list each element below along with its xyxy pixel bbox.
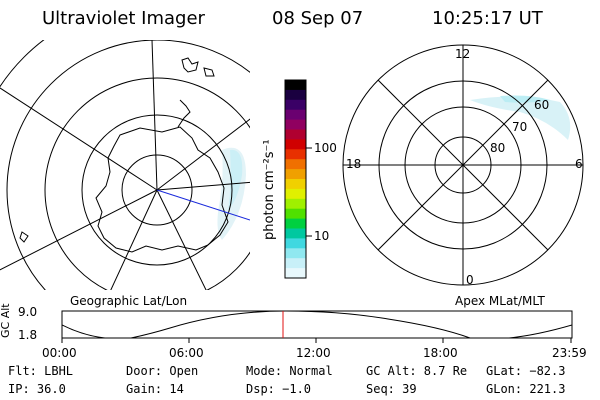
orbit-xtick-0000: 00:00 — [42, 346, 77, 360]
orbit-xtick-0600: 06:00 — [169, 346, 204, 360]
orbit-ylabel: GC Alt — [0, 303, 12, 338]
mlt-label-0: 0 — [466, 273, 474, 287]
colorbar-segment — [285, 228, 306, 239]
colorbar-unit-label: photon cm⁻²s⁻¹ — [262, 139, 277, 240]
colorbar-segment — [285, 208, 306, 220]
colorbar-segment — [285, 179, 306, 190]
apex-panel-label: Apex MLat/MLT — [455, 294, 545, 308]
colorbar-segment — [285, 89, 306, 101]
mlt-label-12: 12 — [455, 47, 471, 61]
gain-info: Gain: 14 — [126, 382, 184, 396]
colorbar-segment — [285, 149, 306, 160]
mlt-label-6: 6 — [575, 157, 583, 171]
geographic-panel-label: Geographic Lat/Lon — [70, 294, 188, 308]
colorbar-segment — [285, 268, 306, 279]
colorbar-segment — [285, 99, 306, 111]
colorbar-tick-10: 10 — [314, 229, 330, 243]
seq-info: Seq: 39 — [366, 382, 417, 396]
mlat-label-70: 70 — [512, 120, 528, 134]
dsp-info: Dsp: −1.0 — [246, 382, 312, 396]
colorbar-segment — [285, 258, 306, 269]
colorbar-segment — [285, 109, 306, 121]
mode-info: Mode: Normal — [246, 364, 333, 378]
orbit-xtick-1200: 12:00 — [296, 346, 331, 360]
mlat-label-80: 80 — [490, 141, 506, 155]
ip-info: IP: 36.0 — [8, 382, 66, 396]
colorbar-segment — [285, 129, 306, 140]
colorbar-segment — [285, 218, 306, 230]
colorbar-segment — [285, 139, 306, 150]
colorbar-segment — [285, 198, 306, 210]
instrument-title: Ultraviolet Imager — [42, 8, 205, 29]
mlat-label-60: 60 — [534, 98, 550, 112]
orbit-ytick-9: 9.0 — [18, 305, 38, 319]
geographic-map — [0, 40, 250, 290]
filter-info: Flt: LBHL — [8, 364, 74, 378]
colorbar-tick-100: 100 — [314, 141, 337, 155]
time-label: 10:25:17 UT — [432, 8, 543, 29]
colorbar-segment — [285, 248, 306, 259]
colorbar-segment — [285, 238, 306, 249]
orbit-xtick-2359: 23:59 — [552, 346, 587, 360]
glat-info: GLat: −82.3 — [486, 364, 566, 378]
orbit-ytick-1.8: 1.8 — [18, 328, 38, 342]
orbit-xtick-1800: 18:00 — [423, 346, 458, 360]
mlt-label-18: 18 — [346, 157, 362, 171]
colorbar-segment — [285, 188, 306, 200]
apex-polar-plot — [342, 44, 584, 286]
door-info: Door: Open — [126, 364, 199, 378]
colorbar-segment — [285, 169, 306, 180]
orbit-plot — [61, 310, 573, 343]
colorbar — [285, 80, 306, 279]
colorbar-segment — [285, 80, 306, 91]
colorbar-segment — [285, 159, 306, 170]
date-label: 08 Sep 07 — [272, 8, 364, 29]
glon-info: GLon: 221.3 — [486, 382, 566, 396]
colorbar-segment — [285, 119, 306, 131]
gc-alt-info: GC Alt: 8.7 Re — [366, 364, 468, 378]
